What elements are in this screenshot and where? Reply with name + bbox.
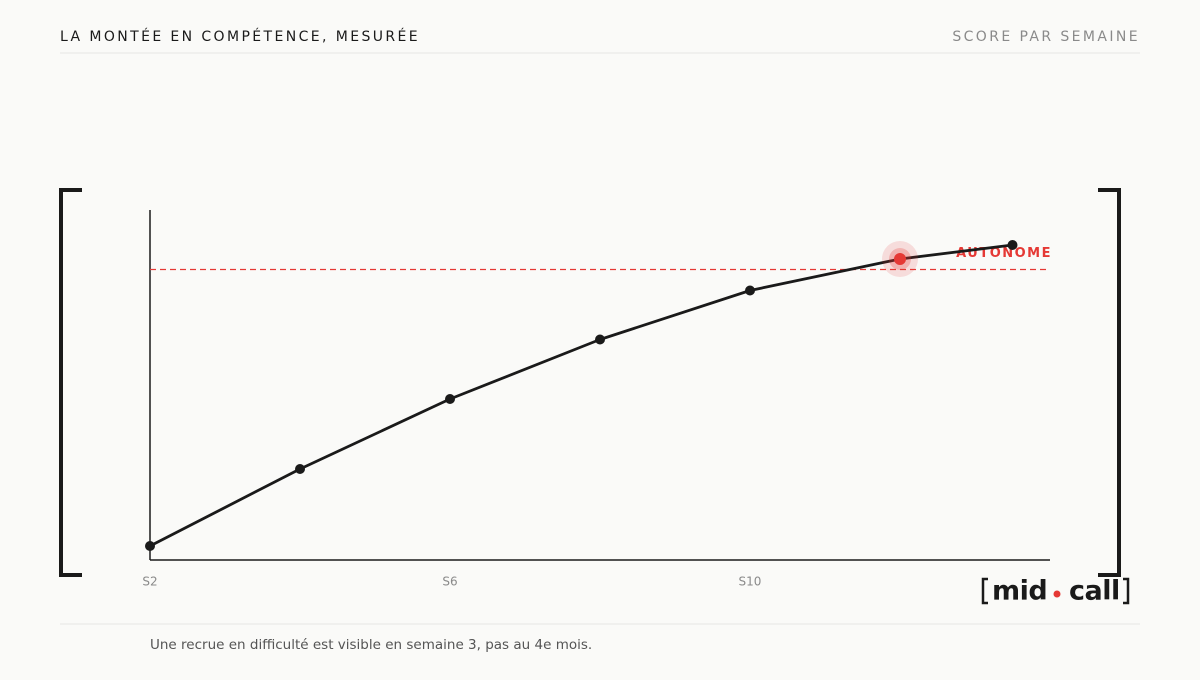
footnote: Une recrue en difficulté est visible en …	[150, 637, 592, 653]
highlight-point	[894, 253, 906, 265]
data-point	[445, 394, 455, 404]
threshold-label: AUTONOME	[956, 246, 1052, 261]
x-tick-label: S10	[739, 575, 762, 589]
score-line	[149, 243, 1013, 548]
logo-bracket	[1123, 577, 1130, 605]
logo-dot	[1053, 590, 1061, 598]
data-point	[745, 285, 755, 296]
data-point	[295, 464, 305, 474]
logo-right: call	[1069, 576, 1120, 607]
x-tick-label: S2	[142, 575, 157, 589]
logo-left: mid	[992, 576, 1047, 607]
chart-subtitle: SCORE PAR SEMAINE	[952, 29, 1140, 45]
logo-bracket	[981, 577, 988, 605]
data-point	[595, 334, 605, 345]
right-bracket	[1098, 188, 1121, 577]
chart-title: LA MONTÉE EN COMPÉTENCE, MESURÉE	[60, 28, 420, 45]
data-point	[145, 541, 155, 551]
x-tick-label: S6	[442, 575, 457, 589]
left-bracket	[59, 188, 82, 577]
logo: mid call	[981, 576, 1130, 607]
data-point	[1007, 240, 1018, 250]
